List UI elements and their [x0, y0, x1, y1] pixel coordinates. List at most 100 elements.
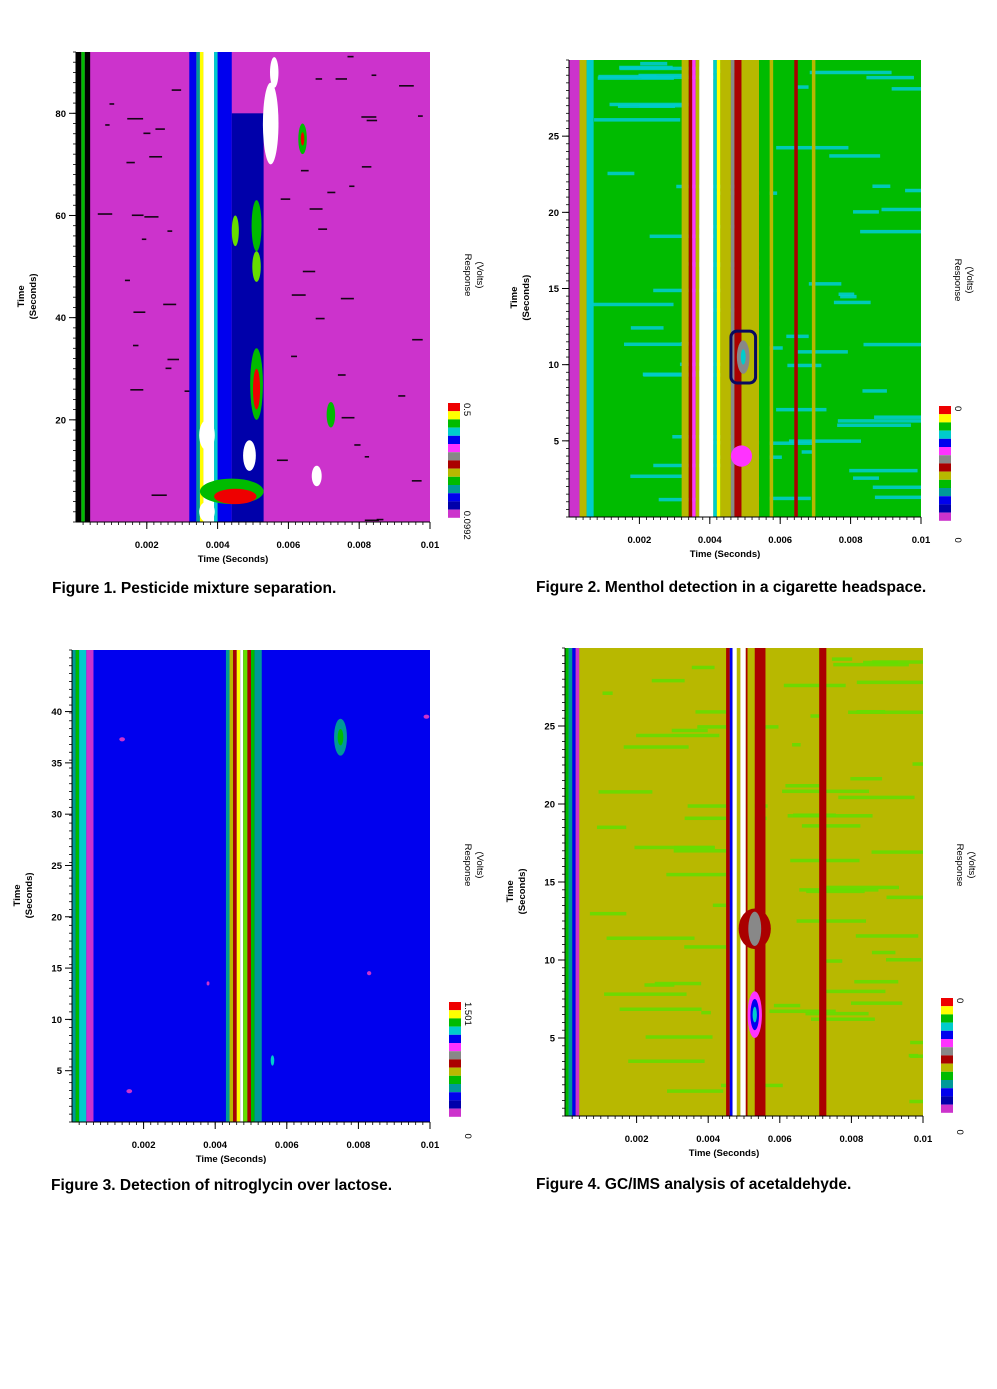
colorbar-tick-max: 0: [952, 406, 963, 411]
x-tick-label: 0.006: [275, 1140, 299, 1151]
heatmap-band: [726, 648, 730, 1116]
heatmap-band: [196, 52, 200, 522]
colorbar-swatch: [941, 1071, 953, 1080]
x-axis-label: Time (Seconds): [198, 554, 269, 565]
figure-3-caption: Figure 3. Detection of nitroglycin over …: [51, 1177, 393, 1194]
heatmap-band: [720, 60, 731, 517]
colorbar-label: Response (Volts): [462, 254, 485, 297]
figure-2-caption: Figure 2. Menthol detection in a cigaret…: [536, 579, 927, 596]
y-tick-label: 15: [548, 284, 559, 295]
colorbar-swatch: [939, 438, 951, 447]
y-tick-label: 10: [51, 1015, 62, 1026]
heatmap-band: [75, 650, 80, 1122]
colorbar: 00: [941, 998, 965, 1135]
colorbar-swatch: [941, 998, 953, 1007]
x-tick-label: 0.006: [277, 540, 301, 551]
x-tick-label: 0.008: [347, 1140, 371, 1151]
x-tick-label: 0.002: [132, 1140, 156, 1151]
colorbar-tick-min: 0: [462, 1134, 473, 1139]
y-tick-label: 80: [55, 109, 66, 120]
y-tick-label: 25: [51, 861, 62, 872]
colorbar-swatch: [449, 1026, 461, 1035]
colorbar-swatch: [939, 488, 951, 497]
heatmap-band: [747, 648, 755, 1116]
y-tick-label: 25: [544, 722, 555, 733]
heatmap-peak: [251, 200, 262, 252]
heatmap-peak: [270, 1055, 275, 1066]
colorbar-swatch: [939, 504, 951, 513]
colorbar-swatch: [448, 493, 460, 502]
plot-area: [76, 52, 430, 522]
colorbar-swatch: [449, 1092, 461, 1101]
heatmap-band: [565, 648, 569, 1116]
colorbar-swatch: [449, 1084, 461, 1093]
colorbar-swatch: [939, 406, 951, 415]
x-tick-label: 0.002: [628, 535, 652, 546]
heatmap-peak: [206, 981, 210, 986]
heatmap-peak: [252, 251, 261, 282]
heatmap-peak: [206, 52, 214, 93]
y-axis-label-line: (Seconds): [24, 872, 35, 918]
colorbar-swatch: [939, 447, 951, 456]
colorbar-swatch: [941, 1088, 953, 1097]
colorbar-swatch: [449, 1034, 461, 1043]
heatmap-band: [579, 648, 587, 1116]
x-axis-label: Time (Seconds): [689, 1148, 760, 1159]
heatmap-peak: [231, 215, 239, 247]
colorbar-swatch: [449, 1002, 461, 1011]
heatmap-band: [229, 650, 234, 1122]
y-tick-label: 5: [550, 1034, 556, 1045]
heatmap-band: [819, 648, 827, 1116]
colorbar-tick-min: 0: [954, 1130, 965, 1135]
colorbar-label-line: (Volts): [474, 262, 485, 289]
heatmap-peak: [752, 1006, 757, 1023]
colorbar-swatch: [939, 455, 951, 464]
colorbar-swatch: [941, 1063, 953, 1072]
heatmap-band: [759, 60, 770, 517]
heatmap-band: [713, 60, 717, 517]
heatmap-band: [572, 648, 576, 1116]
x-tick-label: 0.01: [421, 1140, 440, 1151]
colorbar-tick-min: 0.0992: [461, 511, 472, 540]
colorbar-tick-min: 0: [952, 538, 963, 543]
figure-3: 0.002 0.004 0.006 0.008 0.01 5 10 15 20 25 30 35 40 T…: [0, 640, 490, 1175]
heatmap-band: [233, 650, 237, 1122]
colorbar-swatch: [941, 1022, 953, 1031]
y-tick-label: 25: [548, 132, 559, 143]
y-tick-label: 20: [544, 800, 555, 811]
y-tick-label: 40: [51, 707, 62, 718]
y-tick-label: 20: [548, 208, 559, 219]
heatmap-band: [681, 60, 689, 517]
y-axis-label-line: (Seconds): [521, 275, 532, 321]
y-axis-label: Time (Seconds): [509, 275, 532, 321]
heatmap-band: [189, 52, 197, 522]
heatmap-band: [769, 60, 774, 517]
colorbar-swatch: [449, 1010, 461, 1019]
colorbar-swatch: [449, 1051, 461, 1060]
colorbar-swatch: [939, 512, 951, 521]
x-tick-label: 0.01: [912, 535, 931, 546]
heatmap-band: [203, 52, 215, 522]
y-tick-label: 30: [51, 810, 62, 821]
x-tick-label: 0.004: [203, 1140, 227, 1151]
y-axis-label-line: Time: [16, 285, 27, 307]
y-tick-label: 20: [55, 415, 66, 426]
heatmap-band: [217, 52, 232, 522]
colorbar-swatch: [939, 463, 951, 472]
colorbar-swatch: [448, 444, 460, 453]
colorbar-swatch: [448, 411, 460, 420]
x-tick-label: 0.01: [914, 1134, 933, 1145]
y-tick-label: 20: [51, 912, 62, 923]
heatmap-band: [736, 648, 741, 1116]
colorbar-swatch: [448, 476, 460, 485]
texture: [589, 657, 923, 1104]
heatmap-band: [247, 650, 251, 1122]
colorbar-swatch: [448, 509, 460, 518]
colorbar-swatch: [449, 1100, 461, 1109]
heatmap-peak: [199, 419, 215, 451]
heatmap-band: [568, 648, 573, 1116]
heatmap-band: [692, 60, 696, 517]
colorbar-swatch: [939, 496, 951, 505]
colorbar-swatch: [448, 427, 460, 436]
colorbar-swatch: [941, 1030, 953, 1039]
